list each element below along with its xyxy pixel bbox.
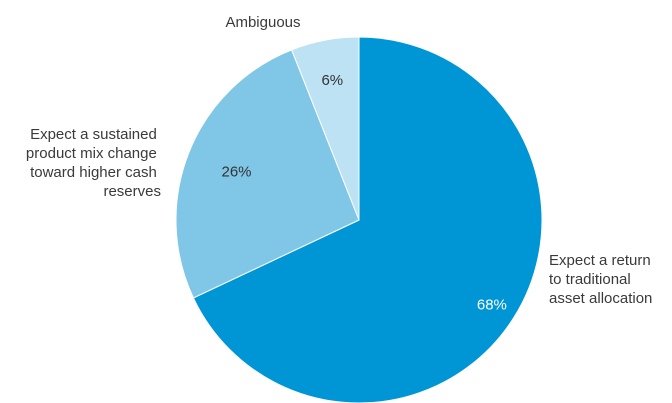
pie-slices — [175, 36, 543, 403]
value-label-return-traditional: 68% — [477, 296, 507, 313]
label-return-traditional: Expect a return to traditional asset all… — [549, 252, 655, 307]
label-sustained-mix-change: Expect a sustained product mix change to… — [26, 126, 161, 200]
value-label-ambiguous: 6% — [321, 72, 343, 89]
pie-slice-ambiguous — [290, 36, 360, 221]
pie-slice-return-traditional — [192, 36, 543, 403]
value-label-sustained-mix-change: 26% — [221, 164, 251, 181]
value-labels: 68% 26% 6% — [221, 72, 506, 313]
label-ambiguous: Ambiguous — [225, 14, 300, 31]
pie-slice-sustained-mix-change — [175, 49, 360, 299]
